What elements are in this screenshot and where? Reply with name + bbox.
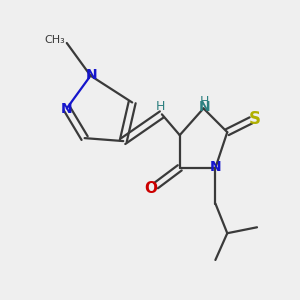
Text: H: H	[200, 95, 209, 108]
Text: N: N	[210, 160, 221, 174]
Text: CH₃: CH₃	[44, 35, 65, 45]
Text: S: S	[249, 110, 261, 128]
Text: O: O	[144, 181, 157, 196]
Text: N: N	[198, 100, 210, 114]
Text: H: H	[156, 100, 165, 112]
Text: N: N	[60, 102, 72, 116]
Text: N: N	[86, 68, 98, 82]
